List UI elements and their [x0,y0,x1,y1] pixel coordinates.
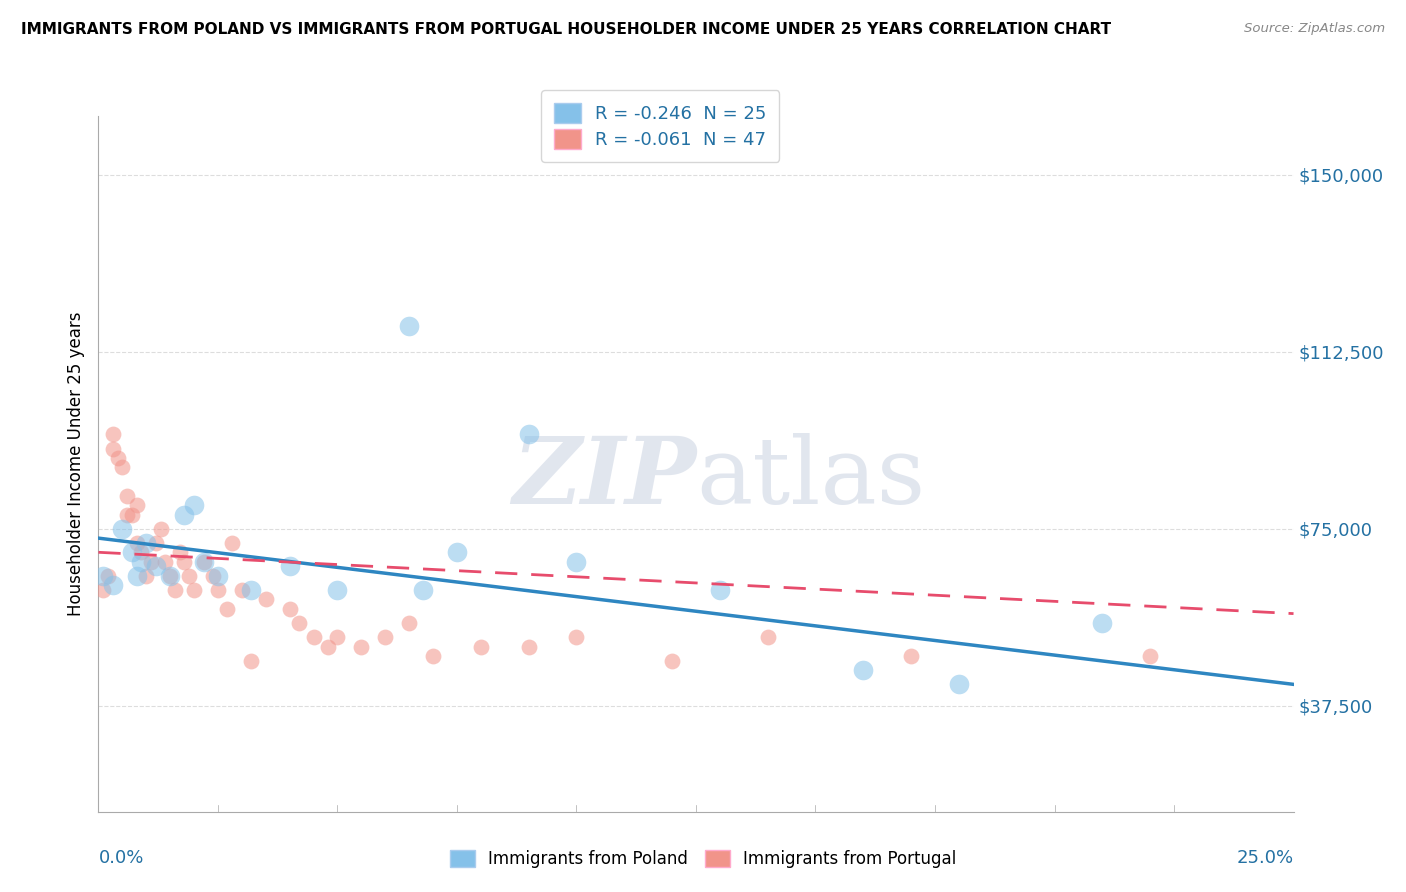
Point [852,663,875,677]
Point [446,545,468,559]
Point [163,582,186,597]
Point [173,508,195,522]
Point [125,536,148,550]
Point [183,582,205,597]
Point [193,555,215,569]
Point [155,555,177,569]
Point [169,545,191,559]
Point [278,559,301,574]
Point [193,555,215,569]
Text: atlas: atlas [696,433,925,523]
Point [145,559,167,574]
Text: ZIP: ZIP [512,433,696,523]
Point [350,640,373,654]
Point [756,630,779,644]
Point [278,602,301,616]
Point [240,582,263,597]
Point [139,555,162,569]
Point [412,582,434,597]
Point [159,569,181,583]
Point [326,630,349,644]
Point [135,569,157,583]
Point [398,615,420,630]
Point [1091,615,1114,630]
Point [91,582,114,597]
Point [131,545,153,559]
Point [97,569,120,583]
Point [91,569,114,583]
Point [111,460,134,475]
Text: 0.0%: 0.0% [98,849,143,867]
Point [179,569,201,583]
Point [661,654,683,668]
Legend: Immigrants from Poland, Immigrants from Portugal: Immigrants from Poland, Immigrants from … [443,843,963,875]
Point [121,545,143,559]
Point [101,578,124,592]
Point [316,640,339,654]
Point [149,522,172,536]
Point [145,536,167,550]
Legend: R = -0.246  N = 25, R = -0.061  N = 47: R = -0.246 N = 25, R = -0.061 N = 47 [541,90,779,161]
Point [240,654,263,668]
Point [302,630,325,644]
Point [183,498,205,512]
Text: Source: ZipAtlas.com: Source: ZipAtlas.com [1244,22,1385,36]
Point [125,569,148,583]
Point [101,427,124,442]
Point [565,555,588,569]
Point [107,450,129,465]
Point [125,498,148,512]
Point [217,602,239,616]
Point [900,648,922,663]
Point [948,677,970,691]
Point [121,508,143,522]
Point [207,582,229,597]
Point [517,427,540,442]
Text: 25.0%: 25.0% [1236,849,1294,867]
Point [326,582,349,597]
Point [288,615,311,630]
Point [470,640,492,654]
Point [202,569,225,583]
Point [1139,648,1161,663]
Y-axis label: Householder Income Under 25 years: Householder Income Under 25 years [66,311,84,616]
Point [422,648,444,663]
Text: IMMIGRANTS FROM POLAND VS IMMIGRANTS FROM PORTUGAL HOUSEHOLDER INCOME UNDER 25 Y: IMMIGRANTS FROM POLAND VS IMMIGRANTS FRO… [21,22,1111,37]
Point [135,536,157,550]
Point [221,536,243,550]
Point [231,582,253,597]
Point [159,569,181,583]
Point [115,489,138,503]
Point [398,318,420,333]
Point [111,522,134,536]
Point [207,569,229,583]
Point [173,555,195,569]
Point [254,592,277,607]
Point [517,640,540,654]
Point [115,508,138,522]
Point [101,442,124,456]
Point [709,582,731,597]
Point [565,630,588,644]
Point [131,555,153,569]
Point [374,630,396,644]
